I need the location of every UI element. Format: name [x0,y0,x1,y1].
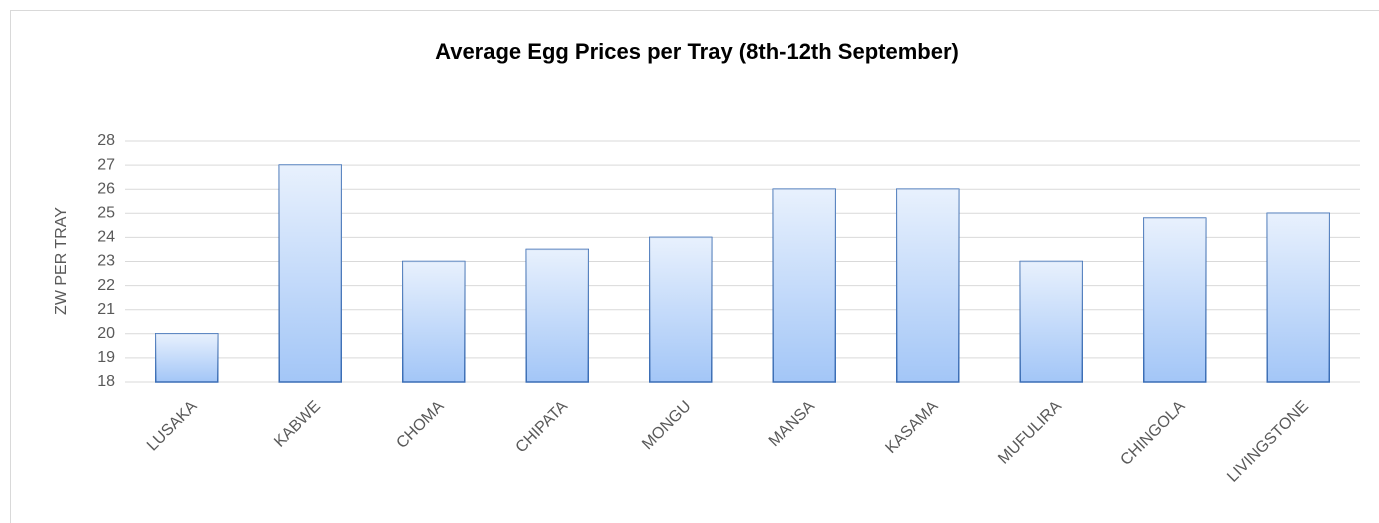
x-tick-label: MUFULIRA [995,398,1065,468]
y-tick-label: 25 [97,205,115,222]
x-tick-label: KASAMA [882,398,941,457]
bar [1143,217,1207,383]
y-tick-label: 27 [97,156,115,173]
chart-border [10,10,1379,523]
y-tick-label: 22 [97,277,115,294]
y-tick-label: 28 [97,132,115,149]
x-tick-label: MANSA [766,398,818,450]
x-tick-label: CHIPATA [513,398,572,457]
bar [896,188,960,383]
x-tick-label: KABWE [271,398,324,451]
bar [155,333,219,383]
bar [1266,212,1330,383]
y-tick-label: 24 [97,229,115,246]
x-tick-label: MONGU [639,398,694,453]
bar [649,236,713,383]
x-tick-label: CHOMA [393,398,447,452]
chart-title: Average Egg Prices per Tray (8th-12th Se… [435,39,959,64]
bar [278,164,342,383]
y-tick-label: 18 [97,373,115,390]
x-tick-label: LIVINGSTONE [1224,398,1312,486]
x-tick-label: CHINGOLA [1117,398,1188,469]
bar [1019,260,1083,383]
y-tick-label: 23 [97,253,115,270]
y-tick-label: 19 [97,349,115,366]
y-tick-label: 20 [97,325,115,342]
y-tick-label: 26 [97,180,115,197]
bar [525,248,589,383]
x-tick-label: LUSAKA [144,398,201,455]
y-axis-label: ZW PER TRAY [53,207,70,315]
bar [402,260,466,383]
bar [772,188,836,383]
y-tick-label: 21 [97,301,115,318]
